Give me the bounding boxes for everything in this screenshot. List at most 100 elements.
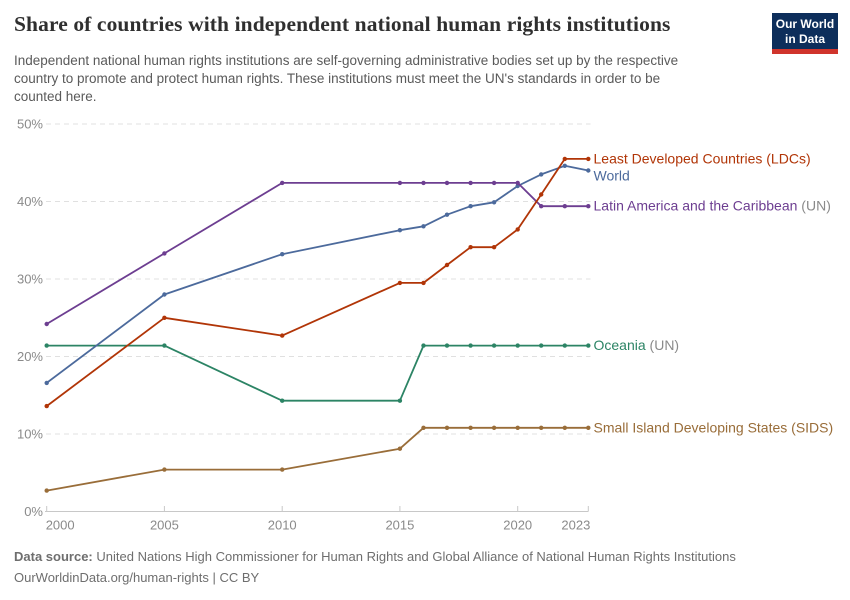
data-point-latin-america-and-the-caribbean[interactable] — [515, 180, 520, 186]
data-point-latin-america-and-the-caribbean[interactable] — [444, 180, 450, 186]
data-point-small-island-developing-states-sids[interactable] — [280, 467, 285, 472]
data-point-latin-america-and-the-caribbean[interactable] — [491, 180, 497, 186]
data-point-world[interactable] — [444, 212, 450, 217]
data-point-world[interactable] — [539, 172, 544, 177]
data-point-world[interactable] — [421, 224, 426, 229]
series-line-small-island-developing-states-sids[interactable] — [45, 426, 590, 492]
data-point-least-developed-countries-ldcs[interactable] — [421, 280, 426, 286]
data-point-oceania[interactable] — [586, 343, 591, 348]
x-tick-label: 2000 — [46, 518, 75, 533]
data-point-least-developed-countries-ldcs[interactable] — [491, 245, 497, 250]
y-tick-label: 30% — [17, 272, 43, 287]
series-lines[interactable] — [44, 156, 591, 493]
x-tick-label: 2020 — [503, 518, 532, 533]
data-point-least-developed-countries-ldcs[interactable] — [539, 192, 544, 197]
gridlines — [46, 123, 591, 435]
data-point-least-developed-countries-ldcs[interactable] — [586, 156, 591, 162]
series-label-small-island-developing-states-sids[interactable]: Small Island Developing States (SIDS) — [594, 419, 834, 435]
series-line-oceania[interactable] — [45, 344, 590, 402]
data-point-small-island-developing-states-sids[interactable] — [397, 446, 403, 451]
data-point-oceania[interactable] — [515, 343, 520, 348]
data-point-world[interactable] — [280, 252, 285, 257]
axes: 0% 10% 20% 30% 40% 50% 2000 2005 2010 2015 2020 202… — [17, 117, 590, 533]
data-point-least-developed-countries-ldcs[interactable] — [468, 245, 473, 250]
data-point-latin-america-and-the-caribbean[interactable] — [397, 180, 403, 186]
x-tick-label: 2015 — [385, 518, 414, 533]
x-tick-label: 2010 — [268, 518, 297, 533]
chart-subtitle: Independent national human rights instit… — [14, 52, 678, 106]
y-tick-label: 0% — [24, 504, 43, 519]
data-point-oceania[interactable] — [539, 343, 544, 348]
series-label-world[interactable]: World — [594, 168, 630, 184]
data-point-oceania[interactable] — [397, 398, 403, 403]
x-tick-label: 2005 — [150, 518, 179, 533]
series-legend[interactable]: Oceania (UN) Small Island Developing Stat… — [594, 150, 834, 435]
data-point-world[interactable] — [468, 204, 473, 209]
data-point-oceania[interactable] — [162, 343, 167, 348]
owid-logo-text-line2: in Data — [784, 31, 825, 46]
footer-url[interactable]: OurWorldinData.org/human-rights | CC BY — [14, 570, 260, 585]
data-point-least-developed-countries-ldcs[interactable] — [162, 315, 167, 320]
y-tick-label: 40% — [17, 194, 43, 209]
series-label-oceania[interactable]: Oceania (UN) — [594, 337, 680, 353]
data-point-small-island-developing-states-sids[interactable] — [562, 425, 567, 430]
footer-source-line: Data source: United Nations High Commiss… — [14, 546, 814, 567]
y-tick-label: 20% — [17, 349, 43, 364]
data-point-latin-america-and-the-caribbean[interactable] — [280, 180, 285, 186]
data-point-latin-america-and-the-caribbean[interactable] — [586, 204, 591, 209]
data-point-oceania[interactable] — [44, 343, 49, 348]
y-tick-label: 10% — [17, 427, 43, 442]
data-point-small-island-developing-states-sids[interactable] — [421, 425, 426, 430]
footer-source-label: Data source: — [14, 549, 93, 564]
series-line-least-developed-countries-ldcs[interactable] — [45, 157, 590, 408]
data-point-oceania[interactable] — [562, 343, 567, 348]
owid-logo-text-line1: Our World — [775, 17, 835, 31]
data-point-oceania[interactable] — [280, 398, 285, 403]
chart-title: Share of countries with independent nati… — [14, 12, 671, 36]
data-point-latin-america-and-the-caribbean[interactable] — [162, 251, 167, 256]
data-point-least-developed-countries-ldcs[interactable] — [562, 156, 567, 162]
series-label-latin-america-and-the-caribbean[interactable]: Latin America and the Caribbean (UN) — [594, 198, 831, 214]
data-point-latin-america-and-the-caribbean[interactable] — [539, 204, 544, 209]
chart-footer: Data source: United Nations High Commiss… — [14, 546, 814, 588]
x-tick-label: 2023 — [561, 518, 590, 533]
data-point-world[interactable] — [491, 200, 497, 205]
data-point-least-developed-countries-ldcs[interactable] — [44, 403, 49, 409]
data-point-oceania[interactable] — [421, 343, 426, 348]
data-point-small-island-developing-states-sids[interactable] — [586, 425, 591, 430]
data-point-world[interactable] — [397, 228, 403, 233]
data-point-small-island-developing-states-sids[interactable] — [444, 425, 450, 430]
data-point-world[interactable] — [162, 292, 167, 297]
line-chart-plot-area[interactable]: 0% 10% 20% 30% 40% 50% 2000 2005 2010 2015 2020 202… — [0, 0, 850, 545]
data-point-latin-america-and-the-caribbean[interactable] — [562, 204, 567, 209]
series-line-latin-america-and-the-caribbean[interactable] — [45, 181, 590, 325]
data-point-latin-america-and-the-caribbean[interactable] — [44, 321, 49, 327]
data-point-least-developed-countries-ldcs[interactable] — [444, 262, 450, 268]
data-point-oceania[interactable] — [491, 343, 497, 348]
data-point-least-developed-countries-ldcs[interactable] — [280, 333, 285, 338]
data-point-small-island-developing-states-sids[interactable] — [44, 488, 49, 493]
data-point-world[interactable] — [44, 380, 49, 386]
chart-subtitle-line: Independent national human rights instit… — [14, 53, 679, 68]
data-point-oceania[interactable] — [444, 343, 450, 348]
data-point-latin-america-and-the-caribbean[interactable] — [421, 180, 426, 186]
data-point-small-island-developing-states-sids[interactable] — [491, 425, 497, 430]
data-point-world[interactable] — [586, 168, 591, 173]
data-point-least-developed-countries-ldcs[interactable] — [515, 227, 520, 232]
footer-source-text: United Nations High Commissioner for Hum… — [96, 549, 736, 564]
data-point-small-island-developing-states-sids[interactable] — [162, 467, 167, 472]
series-line-world[interactable] — [45, 164, 590, 384]
owid-logo[interactable]: Our World in Data — [772, 13, 838, 54]
data-point-oceania[interactable] — [468, 343, 473, 348]
data-point-small-island-developing-states-sids[interactable] — [515, 425, 520, 430]
data-point-latin-america-and-the-caribbean[interactable] — [468, 180, 473, 186]
data-point-small-island-developing-states-sids[interactable] — [539, 425, 544, 430]
chart-subtitle-line: country to promote and protect human rig… — [14, 71, 661, 86]
data-point-world[interactable] — [562, 163, 567, 168]
y-tick-label: 50% — [17, 117, 43, 132]
series-label-least-developed-countries-ldcs[interactable]: Least Developed Countries (LDCs) — [594, 150, 811, 166]
data-point-least-developed-countries-ldcs[interactable] — [397, 280, 403, 286]
chart-subtitle-line: counted here. — [14, 89, 97, 104]
data-point-small-island-developing-states-sids[interactable] — [468, 425, 473, 430]
